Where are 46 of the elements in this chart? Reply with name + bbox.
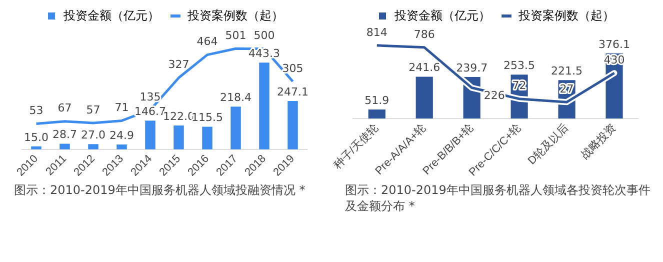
- data-label: 327: [168, 58, 190, 72]
- data-label: 786: [414, 28, 435, 41]
- bar: [230, 106, 241, 150]
- data-label: 376.1: [598, 38, 630, 51]
- data-label: 57: [86, 103, 100, 116]
- bar: [259, 62, 270, 150]
- bar: [288, 101, 298, 150]
- data-label: 500: [254, 29, 275, 42]
- data-label: 135: [140, 90, 161, 104]
- data-label: 28.7: [52, 128, 77, 142]
- text: 图示：2010-2019年中国服务机器人领域投融资情况 *: [13, 182, 306, 198]
- legend-label: 投资金额（亿元）: [62, 8, 160, 22]
- x-tick-label: 战略投资: [578, 122, 619, 162]
- data-label: 72: [512, 79, 526, 92]
- x-tick-label: D轮及以后: [525, 121, 572, 168]
- data-label: 305: [282, 62, 304, 75]
- data-label: 253.5: [504, 58, 536, 72]
- bar: [202, 126, 212, 150]
- text: 图示：2010-2019年中国服务机器人领域各投资轮次事件及金额分布 *: [344, 182, 652, 214]
- data-label: 221.5: [551, 64, 583, 78]
- data-label: 247.1: [277, 85, 308, 98]
- legend-label: 投资案例数（起）: [518, 8, 614, 22]
- legend-label: 投资案例数（起）: [186, 8, 284, 22]
- data-label: 51.9: [364, 94, 390, 107]
- data-label: 71: [114, 101, 129, 114]
- data-label: 239.7: [456, 61, 488, 74]
- data-label: 218.4: [220, 91, 252, 104]
- data-label: 115.5: [192, 111, 223, 124]
- bar: [88, 144, 98, 150]
- data-label: 241.6: [408, 61, 440, 74]
- data-label: 464: [196, 35, 218, 48]
- bar: [368, 110, 386, 118]
- data-label: 67: [58, 102, 72, 115]
- bar: [60, 144, 70, 150]
- data-label: 501: [225, 28, 246, 42]
- bar: [145, 120, 156, 150]
- bar: [174, 126, 184, 150]
- legend-label: 投资金额（亿元）: [394, 8, 490, 22]
- bar: [416, 76, 433, 118]
- data-label: 15.0: [24, 130, 48, 144]
- data-label: 27: [560, 82, 574, 96]
- data-label: 814: [366, 26, 388, 39]
- data-label: 24.9: [110, 128, 134, 142]
- data-label: 27.0: [81, 128, 106, 142]
- data-label: 53: [29, 104, 44, 118]
- bar: [116, 144, 127, 150]
